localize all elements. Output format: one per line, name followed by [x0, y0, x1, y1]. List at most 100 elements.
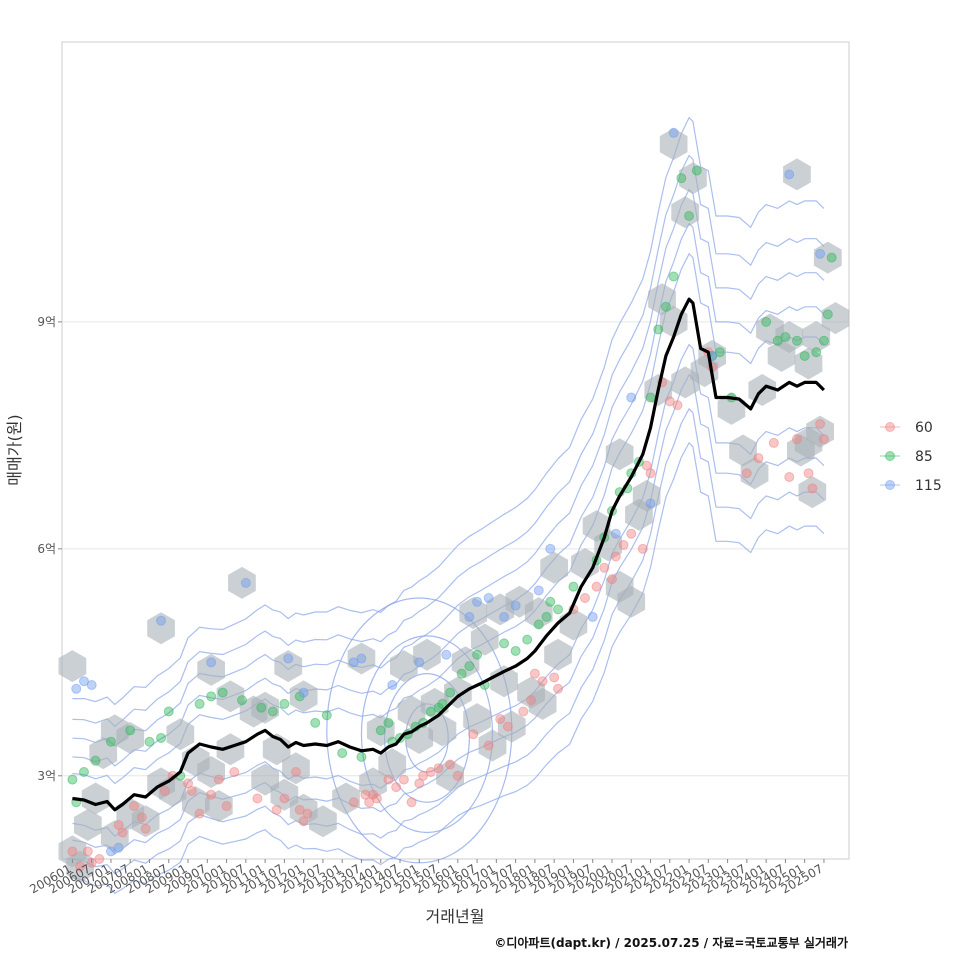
- point-115: [298, 687, 309, 698]
- legend-key-point: [885, 480, 895, 490]
- point-85: [90, 755, 101, 766]
- point-85: [541, 611, 552, 622]
- point-60: [117, 827, 128, 838]
- y-tick-label: 6억: [37, 542, 56, 556]
- point-115: [645, 498, 656, 509]
- chart-caption: ©디아파트(dapt.kr) / 2025.07.25 / 자료=국토교통부 실…: [494, 935, 848, 950]
- hexbin: [659, 128, 688, 161]
- point-85: [236, 695, 247, 706]
- point-85: [437, 698, 448, 709]
- point-85: [279, 698, 290, 709]
- point-115: [71, 683, 82, 694]
- point-60: [129, 801, 140, 812]
- hexbin: [147, 612, 175, 645]
- point-115: [283, 653, 294, 664]
- point-60: [290, 767, 301, 778]
- point-85: [456, 668, 467, 679]
- point-60: [803, 468, 814, 479]
- point-115: [387, 680, 398, 691]
- point-60: [159, 785, 170, 796]
- point-85: [553, 604, 564, 615]
- point-85: [645, 392, 656, 403]
- point-85: [822, 309, 833, 320]
- hexbin: [197, 756, 225, 788]
- point-85: [510, 645, 521, 656]
- point-85: [206, 691, 217, 702]
- hexbin: [309, 805, 337, 838]
- point-85: [761, 316, 772, 327]
- point-60: [391, 782, 402, 793]
- hexbin: [359, 767, 387, 800]
- point-60: [645, 468, 656, 479]
- point-60: [136, 812, 147, 823]
- scatter-points: [67, 127, 837, 872]
- point-60: [186, 785, 197, 796]
- point-60: [279, 793, 290, 804]
- point-60: [271, 804, 282, 815]
- point-115: [499, 611, 510, 622]
- hexbin: [540, 551, 568, 584]
- hexbin: [528, 687, 557, 720]
- hexbin: [397, 695, 426, 728]
- point-85: [375, 725, 386, 736]
- hexbin: [806, 415, 834, 448]
- point-60: [784, 471, 795, 482]
- point-85: [256, 702, 267, 713]
- hexbin: [478, 729, 507, 762]
- point-85: [67, 774, 78, 785]
- point-85: [294, 691, 305, 702]
- point-85: [818, 335, 829, 346]
- point-60: [618, 540, 629, 551]
- x-axis-title: 거래년월: [426, 907, 485, 926]
- point-60: [606, 574, 617, 585]
- point-60: [94, 854, 105, 864]
- point-85: [791, 335, 802, 346]
- point-115: [441, 649, 452, 660]
- point-85: [194, 698, 205, 709]
- hexbin: [413, 638, 441, 671]
- point-60: [526, 695, 537, 706]
- point-85: [522, 634, 533, 645]
- point-115: [113, 842, 124, 853]
- point-115: [668, 127, 679, 138]
- legend-label: 60: [915, 420, 933, 436]
- point-60: [529, 668, 540, 679]
- hexbin: [378, 748, 407, 781]
- point-115: [356, 653, 367, 664]
- hexbin: [216, 733, 245, 766]
- point-60: [452, 770, 463, 781]
- point-60: [348, 797, 359, 808]
- point-60: [637, 543, 648, 554]
- point-85: [156, 732, 167, 743]
- point-85: [668, 271, 679, 282]
- point-85: [105, 736, 116, 747]
- point-60: [502, 721, 513, 732]
- point-115: [464, 611, 475, 622]
- hexbin: [74, 809, 102, 841]
- point-85: [217, 687, 228, 698]
- hexbin: [390, 650, 418, 683]
- legend-key-point: [885, 451, 895, 461]
- legend-label: 85: [915, 449, 933, 465]
- hexbin: [717, 392, 746, 425]
- point-60: [406, 797, 417, 808]
- hexbin: [166, 718, 195, 751]
- point-115: [414, 657, 425, 668]
- hexbin: [544, 638, 572, 671]
- trend-line: [72, 297, 826, 812]
- legend-key-point: [885, 422, 895, 432]
- point-115: [815, 248, 826, 259]
- hexbin: [116, 722, 145, 754]
- point-60: [599, 562, 610, 573]
- point-115: [610, 528, 621, 539]
- hexbin: [274, 650, 303, 683]
- hexbin: [89, 737, 118, 770]
- point-60: [75, 861, 86, 872]
- hexbin: [463, 703, 491, 736]
- point-85: [676, 173, 687, 184]
- point-60: [383, 774, 394, 785]
- y-tick-label: 9억: [37, 315, 56, 329]
- point-85: [356, 751, 367, 762]
- point-85: [691, 165, 702, 176]
- point-115: [587, 611, 598, 622]
